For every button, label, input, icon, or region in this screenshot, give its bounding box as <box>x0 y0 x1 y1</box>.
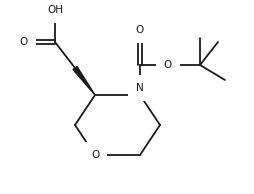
Text: N: N <box>136 83 144 93</box>
Polygon shape <box>73 67 95 95</box>
Text: O: O <box>91 150 99 160</box>
Text: O: O <box>20 37 28 47</box>
Text: OH: OH <box>47 5 63 15</box>
Text: O: O <box>164 60 172 70</box>
Text: O: O <box>136 25 144 35</box>
